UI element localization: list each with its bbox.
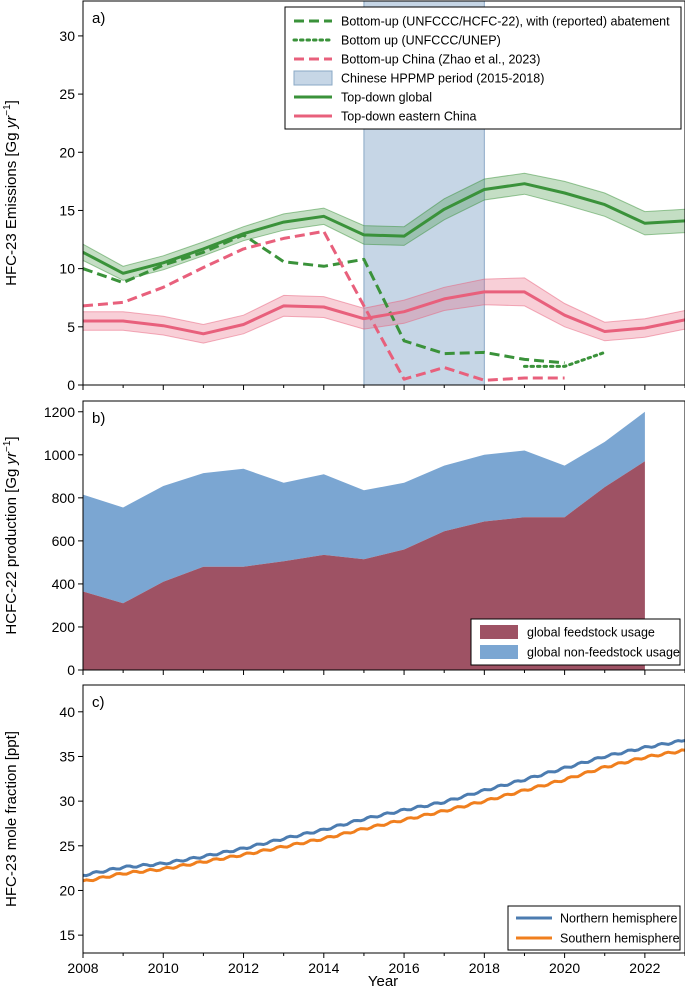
y-tick-label: 20 — [59, 144, 75, 160]
x-tick-label: 2008 — [67, 960, 98, 976]
uncertainty-band — [83, 172, 685, 281]
y-tick-label: 600 — [52, 533, 76, 549]
axes-frame — [82, 684, 685, 954]
y-tick-label: 25 — [59, 86, 75, 102]
y-axis-label-main: HFC-23 Emissions [Gg — [3, 128, 20, 286]
x-tick-label: 2022 — [629, 960, 660, 976]
area-non-feedstock — [83, 411, 645, 604]
x-tick-label: 2012 — [228, 960, 259, 976]
series-line — [83, 182, 685, 275]
series-line — [82, 738, 685, 878]
panel-label: c) — [92, 694, 105, 711]
y-tick-label: 1200 — [44, 404, 75, 420]
axes-frame — [82, 0, 685, 386]
y-tick-label: 0 — [67, 377, 75, 393]
legend-swatch — [480, 625, 518, 639]
series-line — [83, 290, 685, 336]
legend-entry-label: Bottom-up (UNFCCC/HCFC-22), with (report… — [341, 15, 670, 29]
legend-entry-label: Top-down global — [341, 91, 432, 105]
series-line — [523, 350, 607, 368]
y-axis-label-main: HCFC-22 production [Gg — [3, 465, 20, 635]
y-tick-label: 200 — [52, 619, 76, 635]
y-tick-label: 1000 — [44, 447, 75, 463]
area-feedstock — [83, 461, 645, 670]
legend: global feedstock usage global non-feedsto… — [470, 618, 681, 666]
axes-frame — [82, 400, 685, 671]
legend: Northern hemisphere Southern hemisphere — [507, 905, 681, 951]
y-axis-label-end: ] — [3, 436, 20, 440]
legend-box — [284, 6, 682, 130]
panel-b-production: 0 200 400 600 800 1000 1200 b) HCFC-22 productio… — [2, 400, 685, 678]
legend-entry-label: Northern hemisphere — [560, 912, 677, 926]
y-tick-label: 400 — [52, 576, 76, 592]
x-tick-label: 2010 — [148, 960, 179, 976]
legend-entry-label: global feedstock usage — [527, 626, 655, 640]
legend-swatch — [293, 70, 333, 86]
y-axis-label-exponent: −1 — [2, 104, 13, 116]
x-tick-label: 2014 — [308, 960, 339, 976]
y-tick-label: 800 — [52, 490, 76, 506]
legend-entry-label: Bottom-up China (Zhao et al., 2023) — [341, 53, 540, 67]
legend-swatch — [480, 645, 518, 659]
y-axis-label-unit: yr — [3, 115, 20, 130]
legend-box — [507, 905, 681, 951]
x-tick-label: 2020 — [549, 960, 580, 976]
y-tick-label: 25 — [59, 838, 75, 854]
panel-label: b) — [92, 410, 105, 427]
y-tick-label: 10 — [59, 261, 75, 277]
y-tick-label: 15 — [59, 927, 75, 943]
x-tick-label: 2016 — [388, 960, 419, 976]
y-axis-label: HCFC-22 production [Gg yr−1] — [2, 436, 20, 634]
y-tick-label: 30 — [59, 793, 75, 809]
legend-entry-label: Top-down eastern China — [341, 110, 477, 124]
x-tick-label: 2018 — [469, 960, 500, 976]
y-tick-label: 20 — [59, 882, 75, 898]
y-axis-label-exponent: −1 — [2, 440, 13, 452]
series-line — [82, 748, 685, 883]
series-line — [83, 229, 565, 382]
series-line — [83, 233, 565, 365]
y-tick-label: 40 — [59, 704, 75, 720]
panel-label: a) — [92, 10, 105, 27]
y-tick-label: 5 — [67, 319, 75, 335]
y-axis-label: HFC-23 mole fraction [ppt] — [3, 731, 20, 907]
y-tick-label: 30 — [59, 28, 75, 44]
panel-a-emissions: 0 5 10 15 20 25 30 a) HFC-23 Emissions [Gg yr−1]… — [2, 0, 685, 393]
y-tick-label: 15 — [59, 202, 75, 218]
y-tick-label: 35 — [59, 748, 75, 764]
legend-entry-label: Chinese HPPMP period (2015-2018) — [341, 72, 544, 86]
y-axis-label-unit: yr — [3, 451, 20, 466]
x-axis-label: Year — [368, 973, 398, 989]
y-tick-label: 0 — [67, 662, 75, 678]
panel-c-mole-fraction: 15 20 25 30 35 40 2008 2010 2012 2014 2016 2018 2020… — [3, 684, 685, 976]
y-axis-label: HFC-23 Emissions [Gg yr−1] — [2, 100, 20, 286]
legend-entry-label: Bottom up (UNFCCC/UNEP) — [341, 34, 501, 48]
legend-entry-label: global non-feedstock usage — [527, 646, 680, 660]
legend: Bottom-up (UNFCCC/HCFC-22), with (report… — [284, 6, 682, 130]
y-axis-label-end: ] — [3, 100, 20, 104]
legend-entry-label: Southern hemisphere — [560, 932, 680, 946]
